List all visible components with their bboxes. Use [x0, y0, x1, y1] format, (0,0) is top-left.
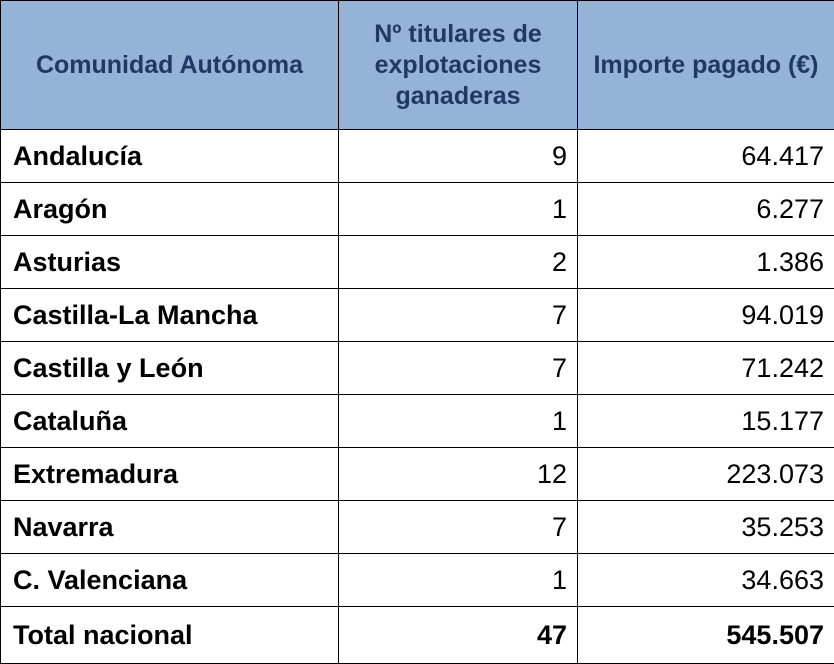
table-row: Aragón 1 6.277	[1, 183, 834, 236]
header-importe: Importe pagado (€)	[578, 1, 834, 130]
cell-importe: 223.073	[578, 448, 834, 501]
cell-importe: 34.663	[578, 554, 834, 607]
cell-importe: 6.277	[578, 183, 834, 236]
table-row: Castilla y León 7 71.242	[1, 342, 834, 395]
cell-comunidad: Extremadura	[1, 448, 339, 501]
cell-importe: 71.242	[578, 342, 834, 395]
cell-importe: 64.417	[578, 130, 834, 183]
cell-importe: 1.386	[578, 236, 834, 289]
header-titulares-label: Nº titulares de explotaciones ganaderas	[339, 19, 577, 112]
total-label: Total nacional	[1, 607, 339, 664]
cell-titulares: 1	[339, 554, 578, 607]
header-comunidad-label: Comunidad Autónoma	[26, 50, 313, 81]
cell-titulares: 12	[339, 448, 578, 501]
cell-comunidad: Asturias	[1, 236, 339, 289]
cell-comunidad: Navarra	[1, 501, 339, 554]
table-row: Castilla-La Mancha 7 94.019	[1, 289, 834, 342]
cell-titulares: 1	[339, 183, 578, 236]
cell-comunidad: Castilla y León	[1, 342, 339, 395]
cell-importe: 15.177	[578, 395, 834, 448]
cell-comunidad: Castilla-La Mancha	[1, 289, 339, 342]
table-row: C. Valenciana 1 34.663	[1, 554, 834, 607]
cell-comunidad: Cataluña	[1, 395, 339, 448]
total-titulares: 47	[339, 607, 578, 664]
cell-titulares: 2	[339, 236, 578, 289]
table-row: Andalucía 9 64.417	[1, 130, 834, 183]
table-row: Asturias 2 1.386	[1, 236, 834, 289]
cell-comunidad: Andalucía	[1, 130, 339, 183]
cell-titulares: 1	[339, 395, 578, 448]
cell-importe: 94.019	[578, 289, 834, 342]
cell-comunidad: C. Valenciana	[1, 554, 339, 607]
cell-titulares: 7	[339, 501, 578, 554]
cell-importe: 35.253	[578, 501, 834, 554]
total-row: Total nacional 47 545.507	[1, 607, 834, 664]
cell-titulares: 7	[339, 342, 578, 395]
cell-titulares: 7	[339, 289, 578, 342]
table-row: Extremadura 12 223.073	[1, 448, 834, 501]
cell-comunidad: Aragón	[1, 183, 339, 236]
table-row: Navarra 7 35.253	[1, 501, 834, 554]
cell-titulares: 9	[339, 130, 578, 183]
header-row: Comunidad Autónoma Nº titulares de explo…	[1, 1, 834, 130]
header-importe-label: Importe pagado (€)	[583, 50, 828, 81]
table-row: Cataluña 1 15.177	[1, 395, 834, 448]
header-comunidad: Comunidad Autónoma	[1, 1, 339, 130]
header-titulares: Nº titulares de explotaciones ganaderas	[339, 1, 578, 130]
total-importe: 545.507	[578, 607, 834, 664]
